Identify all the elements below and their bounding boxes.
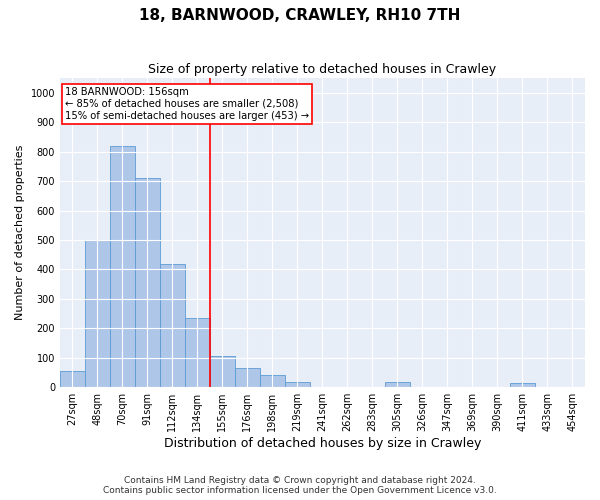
Bar <box>210 356 235 387</box>
Bar <box>135 178 160 387</box>
Bar <box>160 264 185 387</box>
Y-axis label: Number of detached properties: Number of detached properties <box>15 145 25 320</box>
Text: 18 BARNWOOD: 156sqm
← 85% of detached houses are smaller (2,508)
15% of semi-det: 18 BARNWOOD: 156sqm ← 85% of detached ho… <box>65 88 309 120</box>
Bar <box>285 382 310 387</box>
Bar <box>110 146 135 387</box>
Bar <box>260 376 285 387</box>
Title: Size of property relative to detached houses in Crawley: Size of property relative to detached ho… <box>148 62 497 76</box>
X-axis label: Distribution of detached houses by size in Crawley: Distribution of detached houses by size … <box>164 437 481 450</box>
Bar <box>510 383 535 387</box>
Text: Contains HM Land Registry data © Crown copyright and database right 2024.
Contai: Contains HM Land Registry data © Crown c… <box>103 476 497 495</box>
Text: 18, BARNWOOD, CRAWLEY, RH10 7TH: 18, BARNWOOD, CRAWLEY, RH10 7TH <box>139 8 461 22</box>
Bar <box>235 368 260 387</box>
Bar <box>385 382 410 387</box>
Bar <box>185 318 210 387</box>
Bar <box>85 240 110 387</box>
Bar <box>60 371 85 387</box>
